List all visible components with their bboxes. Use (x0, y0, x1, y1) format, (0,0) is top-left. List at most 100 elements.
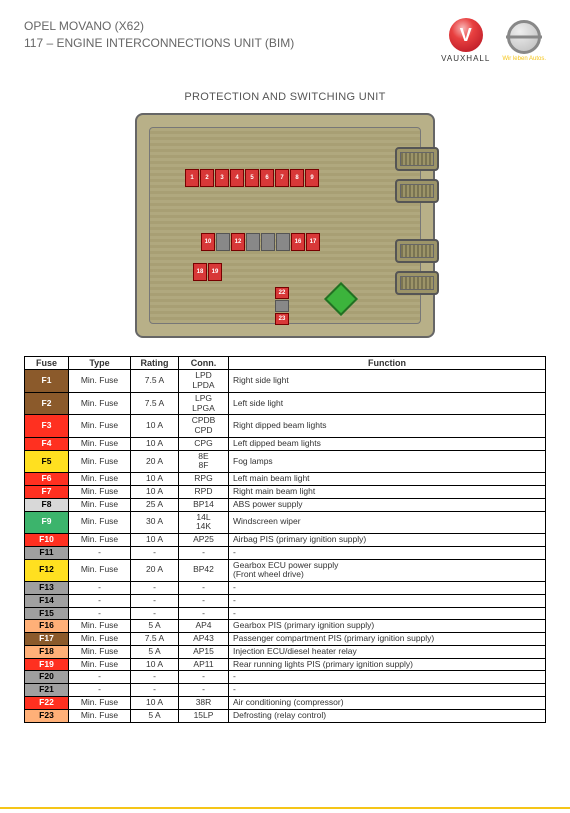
brand-logos: V VAUXHALL Wir leben Autos. (441, 18, 546, 63)
col-header: Rating (131, 357, 179, 370)
fuse-id-cell: F9 (25, 511, 69, 534)
conn-cell: - (179, 582, 229, 595)
footer-accent-line (0, 807, 570, 809)
table-row: F23Min. Fuse5 A15LPDefrosting (relay con… (25, 709, 546, 722)
function-cell: - (229, 582, 546, 595)
function-cell: Injection ECU/diesel heater relay (229, 645, 546, 658)
rating-cell: - (131, 546, 179, 559)
rating-cell: 10 A (131, 415, 179, 438)
fuse-slot: 23 (275, 313, 289, 325)
vauxhall-label: VAUXHALL (441, 54, 490, 63)
fuse-id-cell: F3 (25, 415, 69, 438)
fuse-slot (216, 233, 230, 251)
conn-cell: - (179, 546, 229, 559)
fuse-strip-1: 123456789 (185, 169, 319, 187)
fuse-id-cell: F21 (25, 684, 69, 697)
function-cell: Right dipped beam lights (229, 415, 546, 438)
conn-cell: 15LP (179, 709, 229, 722)
fuse-strip-4: 2223 (275, 287, 289, 325)
type-cell: Min. Fuse (69, 534, 131, 547)
fuse-slot: 18 (193, 263, 207, 281)
fuse-id-cell: F10 (25, 534, 69, 547)
table-row: F12Min. Fuse20 ABP42Gearbox ECU power su… (25, 559, 546, 582)
vehicle-title: OPEL MOVANO (X62) (24, 18, 294, 35)
function-cell: - (229, 607, 546, 620)
function-cell: ABS power supply (229, 498, 546, 511)
function-cell: Right main beam light (229, 486, 546, 499)
fuse-table-body: F1Min. Fuse7.5 ALPDLPDARight side lightF… (25, 370, 546, 722)
conn-cell: - (179, 594, 229, 607)
col-header: Function (229, 357, 546, 370)
table-row: F20---- (25, 671, 546, 684)
rating-cell: 5 A (131, 709, 179, 722)
connector-2 (395, 179, 439, 203)
fuse-id-cell: F13 (25, 582, 69, 595)
conn-cell: RPD (179, 486, 229, 499)
function-cell: Left side light (229, 392, 546, 415)
conn-cell: LPDLPDA (179, 370, 229, 393)
table-row: F16Min. Fuse5 AAP4Gearbox PIS (primary i… (25, 620, 546, 633)
rating-cell: 5 A (131, 645, 179, 658)
type-cell: Min. Fuse (69, 473, 131, 486)
type-cell: Min. Fuse (69, 498, 131, 511)
conn-cell: AP4 (179, 620, 229, 633)
fuse-slot: 5 (245, 169, 259, 187)
fuse-slot: 17 (306, 233, 320, 251)
table-row: F15---- (25, 607, 546, 620)
type-cell: Min. Fuse (69, 437, 131, 450)
fuse-slot: 1 (185, 169, 199, 187)
rating-cell: - (131, 671, 179, 684)
type-cell: Min. Fuse (69, 658, 131, 671)
conn-cell: BP42 (179, 559, 229, 582)
function-cell: Air conditioning (compressor) (229, 697, 546, 710)
rating-cell: - (131, 684, 179, 697)
fuse-id-cell: F16 (25, 620, 69, 633)
fuse-id-cell: F5 (25, 450, 69, 473)
fuse-id-cell: F1 (25, 370, 69, 393)
table-row: F13---- (25, 582, 546, 595)
fuse-slot: 8 (290, 169, 304, 187)
function-cell: Airbag PIS (primary ignition supply) (229, 534, 546, 547)
fuse-slot: 19 (208, 263, 222, 281)
fuse-id-cell: F14 (25, 594, 69, 607)
type-cell: Min. Fuse (69, 486, 131, 499)
fuse-id-cell: F4 (25, 437, 69, 450)
fuse-id-cell: F17 (25, 633, 69, 646)
table-row: F10Min. Fuse10 AAP25Airbag PIS (primary … (25, 534, 546, 547)
table-row: F21---- (25, 684, 546, 697)
conn-cell: AP11 (179, 658, 229, 671)
table-row: F2Min. Fuse7.5 ALPGLPGALeft side light (25, 392, 546, 415)
type-cell: - (69, 582, 131, 595)
type-cell: - (69, 607, 131, 620)
fuse-slot: 4 (230, 169, 244, 187)
fuse-slot: 7 (275, 169, 289, 187)
conn-cell: 8E8F (179, 450, 229, 473)
table-row: F8Min. Fuse25 ABP14ABS power supply (25, 498, 546, 511)
function-cell: Gearbox ECU power supply(Front wheel dri… (229, 559, 546, 582)
opel-label: Wir leben Autos. (502, 56, 546, 62)
fuse-slot (261, 233, 275, 251)
rating-cell: - (131, 594, 179, 607)
table-row: F4Min. Fuse10 ACPGLeft dipped beam light… (25, 437, 546, 450)
fuse-slot (275, 300, 289, 312)
fuse-slot: 16 (291, 233, 305, 251)
fuse-id-cell: F12 (25, 559, 69, 582)
connector-4 (395, 271, 439, 295)
function-cell: - (229, 594, 546, 607)
rating-cell: - (131, 582, 179, 595)
fuse-id-cell: F7 (25, 486, 69, 499)
fuse-id-cell: F2 (25, 392, 69, 415)
rating-cell: 7.5 A (131, 392, 179, 415)
rating-cell: 20 A (131, 559, 179, 582)
type-cell: Min. Fuse (69, 415, 131, 438)
conn-cell: LPGLPGA (179, 392, 229, 415)
fuse-slot: 9 (305, 169, 319, 187)
fuse-id-cell: F8 (25, 498, 69, 511)
table-row: F7Min. Fuse10 ARPDRight main beam light (25, 486, 546, 499)
function-cell: Left dipped beam lights (229, 437, 546, 450)
conn-cell: - (179, 684, 229, 697)
table-row: F17Min. Fuse7.5 AAP43Passenger compartme… (25, 633, 546, 646)
function-cell: Windscreen wiper (229, 511, 546, 534)
fuse-strip-3: 1819 (193, 263, 222, 281)
table-row: F14---- (25, 594, 546, 607)
